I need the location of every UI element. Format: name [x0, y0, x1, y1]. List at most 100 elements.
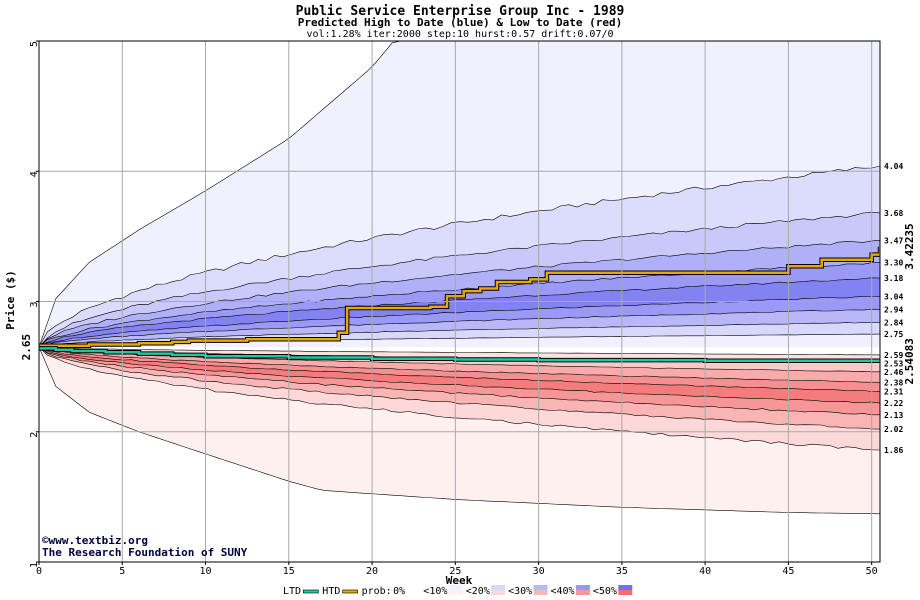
band-final-label: 2.84: [884, 318, 903, 327]
upper-band-0: [39, 41, 880, 348]
upper-band-line-1: [39, 165, 880, 348]
legend-prob-swatch-red: [618, 590, 633, 595]
start-price-label: 2.65: [20, 334, 33, 361]
band-final-label: 2.94: [884, 305, 903, 314]
lower-band-4: [39, 347, 880, 392]
lower-band-line-8: [39, 346, 880, 451]
band-final-label: 2.53: [884, 360, 903, 369]
upper-band-line-8: [39, 322, 880, 348]
legend-prob-item: <20%: [466, 586, 490, 597]
band-final-label: 2.38: [884, 378, 903, 387]
credit-url: www.textbiz.org: [49, 534, 148, 547]
lower-band-7: [39, 347, 880, 430]
credit-suny: The Research Foundation of SUNY: [42, 546, 248, 559]
upper-band-5: [39, 277, 880, 348]
lower-band-line-0: [39, 346, 880, 356]
chart-subtitle: Predicted High to Date (blue) & Low to D…: [298, 16, 623, 29]
upper-band-6: [39, 296, 880, 348]
y-tick-label: 3: [29, 302, 40, 308]
band-final-label: 4.04: [884, 162, 903, 171]
x-tick-label: 50: [866, 566, 878, 577]
lower-band-line-9: [39, 346, 880, 515]
legend-prob-item: <50%: [593, 586, 617, 597]
band-final-label: 1.86: [884, 446, 903, 455]
legend-prob-item: <40%: [551, 586, 575, 597]
x-tick-label: 35: [616, 566, 628, 577]
legend-prob-swatch-blue: [406, 585, 421, 590]
band-final-label: 3.68: [884, 209, 903, 218]
upper-band-3: [39, 240, 880, 348]
x-tick-label: 45: [782, 566, 794, 577]
upper-band-line-7: [39, 308, 880, 348]
y-tick-label: 2: [29, 432, 40, 438]
lower-band-line-5: [39, 346, 880, 404]
upper-band-7: [39, 309, 880, 348]
legend-prob-swatch-red: [406, 590, 421, 595]
legend-prob-swatch-red: [533, 590, 548, 595]
chart-params: vol:1.28% iter:2000 step:10 hurst:0.57 d…: [306, 29, 613, 40]
legend-label-ltd: LTD: [283, 586, 301, 597]
y-axis-label: Price ($): [4, 270, 17, 330]
upper-band-line-5: [39, 277, 880, 348]
lower-band-line-4: [39, 346, 880, 392]
lower-band-8: [39, 347, 880, 450]
lower-band-line-3: [39, 346, 880, 383]
legend-prob-swatch-red: [448, 590, 463, 595]
lower-band-line-7: [39, 346, 880, 430]
legend: LTD HTD prob: 0% <10% <20% <30% <40% <50%: [283, 585, 633, 597]
legend-label-htd: HTD: [322, 586, 340, 597]
band-final-label: 2.02: [884, 425, 903, 434]
upper-band-2: [39, 212, 880, 348]
x-tick-label: 15: [283, 566, 295, 577]
band-final-label: 2.75: [884, 330, 903, 339]
legend-prob-swatch-blue: [575, 585, 590, 590]
plot-area: 0 5 10 15 20 25 30 35 40 45 50123452.654.043.683.4…: [20, 40, 916, 577]
lower-band-9: [39, 347, 880, 514]
x-axis-label: Week: [446, 574, 473, 587]
band-final-label: 2.59: [884, 351, 903, 360]
x-tick-label: 30: [533, 566, 545, 577]
low-final-label: 2.54083: [903, 338, 916, 384]
upper-band-9: [39, 334, 880, 348]
copyright-icon: ©: [42, 534, 49, 547]
legend-prob-swatch-blue: [491, 585, 506, 590]
upper-band-line-2: [39, 211, 880, 348]
lower-band-5: [39, 347, 880, 404]
chart-title: Public Service Enterprise Group Inc - 19…: [296, 4, 625, 19]
x-tick-label: 5: [119, 566, 125, 577]
band-final-label: 2.46: [884, 368, 903, 377]
x-tick-label: 20: [366, 566, 378, 577]
band-final-label: 2.31: [884, 387, 903, 396]
legend-swatch-htd: [342, 589, 358, 594]
legend-prob-swatch-red: [575, 590, 590, 595]
legend-prob-label: prob:: [362, 586, 392, 597]
legend-prob-swatch-blue: [533, 585, 548, 590]
x-tick-label: 10: [200, 566, 212, 577]
legend-prob-swatch-blue: [448, 585, 463, 590]
grid: [39, 41, 880, 562]
lower-band-line-6: [39, 346, 880, 416]
band-final-label: 3.04: [884, 292, 903, 301]
lower-band-6: [39, 347, 880, 415]
band-final-label: 3.18: [884, 274, 903, 283]
y-tick-label: 4: [29, 171, 40, 177]
legend-prob-swatch-red: [491, 590, 506, 595]
band-final-label: 3.30: [884, 258, 903, 267]
y-tick-label: 5: [29, 41, 40, 47]
credit-textbiz: ©www.textbiz.org: [42, 534, 148, 547]
y-tick-label: 1: [29, 562, 40, 568]
upper-band-4: [39, 262, 880, 348]
legend-prob-item: <10%: [423, 586, 447, 597]
legend-swatch-ltd: [302, 589, 319, 594]
upper-band-line-3: [39, 240, 880, 348]
x-tick-label: 0: [36, 566, 42, 577]
band-final-label: 2.22: [884, 399, 903, 408]
high-final-label: 3.42235: [903, 223, 916, 269]
upper-band-1: [39, 166, 880, 348]
x-tick-label: 40: [699, 566, 711, 577]
band-final-label: 3.47: [884, 236, 903, 245]
x-tick-label: 25: [449, 566, 461, 577]
legend-prob-item: <30%: [508, 586, 532, 597]
upper-band-line-0: [39, 41, 880, 348]
